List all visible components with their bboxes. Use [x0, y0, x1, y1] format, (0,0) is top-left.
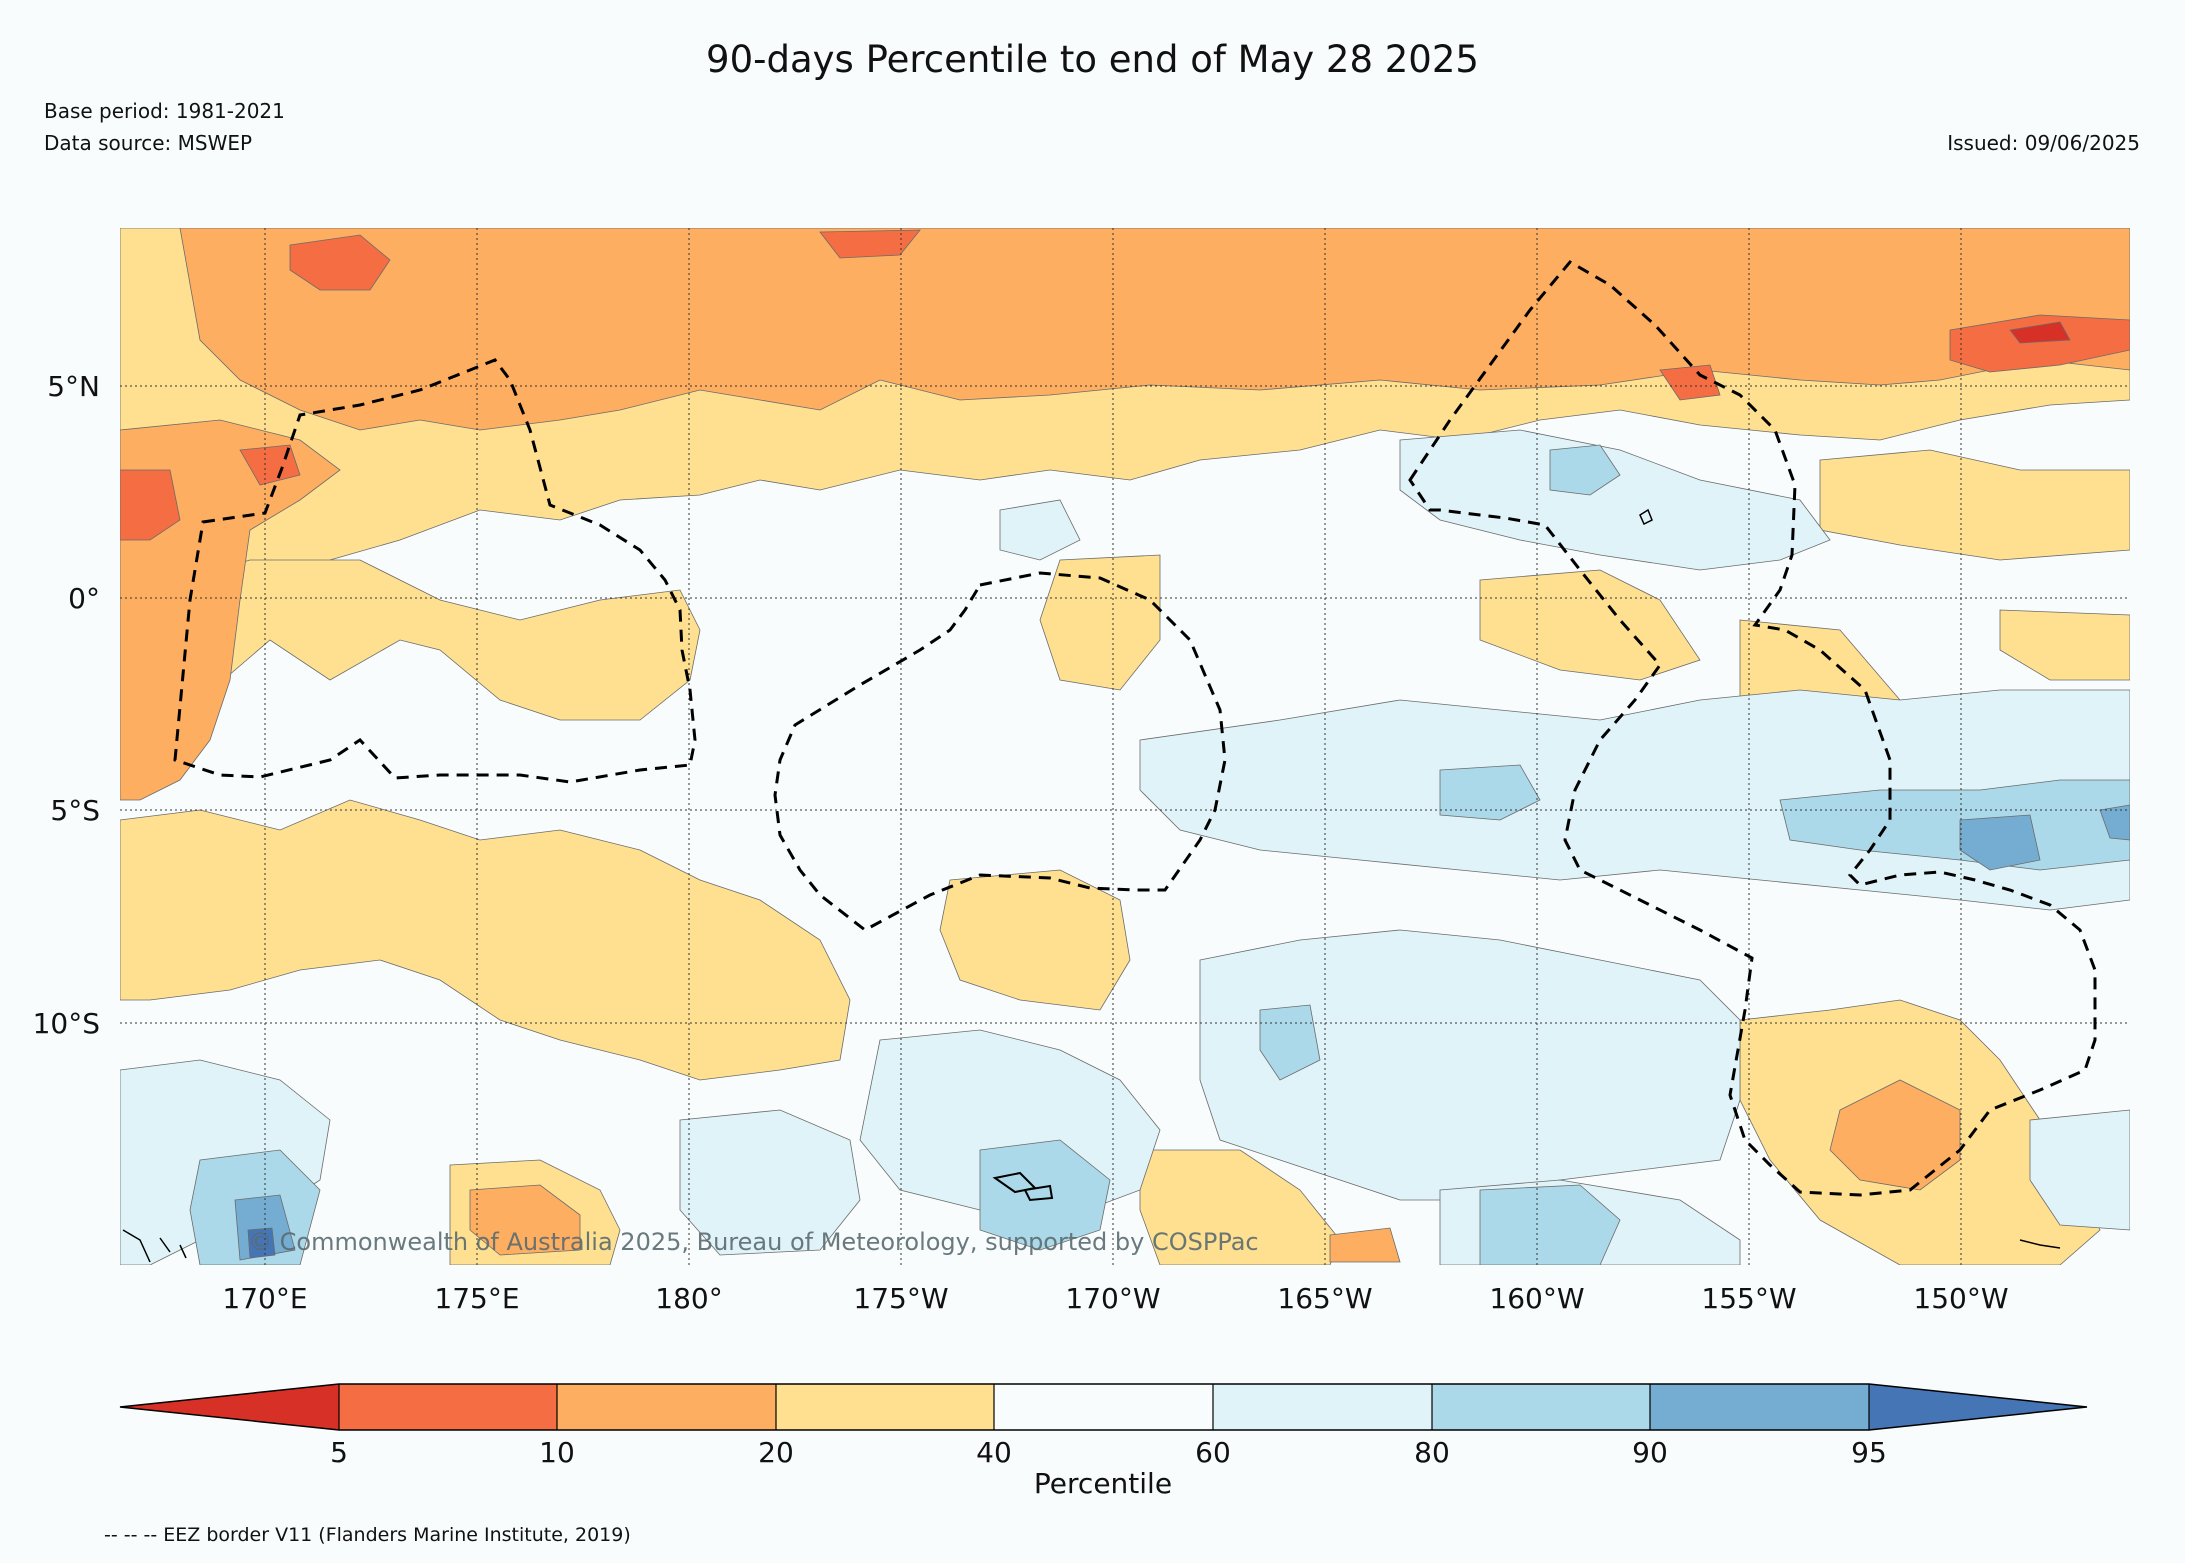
map-title: 90-days Percentile to end of May 28 2025 [706, 38, 1479, 81]
field-80-90-central [1259, 1004, 1321, 1081]
field-60-80-ne [1399, 429, 1831, 571]
field-5-10-nw [289, 234, 391, 291]
field-below-5-ne [2009, 321, 2071, 344]
field-10-20-sw [469, 1184, 581, 1256]
colorbar-bin-10-20 [557, 1384, 776, 1430]
field-80-90-east2 [1779, 779, 2130, 871]
lon-label-170e: 170°E [222, 1282, 307, 1315]
field-5-10-north [819, 229, 921, 259]
colorbar-tick-60: 60 [1195, 1436, 1231, 1469]
island-small-1 [1639, 508, 1653, 526]
island-samoa [992, 1171, 1054, 1202]
field-10-20-se [1829, 1079, 1961, 1191]
lon-label-165w: 165°W [1277, 1282, 1372, 1315]
eez-tokelau-phoenix [773, 571, 1227, 932]
field-60-80-se-edge [2029, 1109, 2130, 1231]
eez-kiribati-line [1408, 260, 2097, 1197]
lon-label-155w: 155°W [1701, 1282, 1796, 1315]
field-5-10-ne [1949, 314, 2130, 373]
colorbar-title: Percentile [1034, 1467, 1172, 1500]
field-20-40-far-east-eq [1999, 609, 2130, 681]
colorbar-tick-40: 40 [976, 1436, 1012, 1469]
lon-label-160w: 160°W [1489, 1282, 1584, 1315]
lat-label-10s: 10°S [33, 1007, 100, 1040]
field-60-80-east-band [1139, 689, 2130, 911]
colorbar-bin-5-10 [339, 1384, 557, 1430]
colorbar: 5 10 20 40 60 80 90 95 Percentile [119, 1383, 2088, 1500]
lon-label-175e: 175°E [434, 1282, 519, 1315]
eez-footnote: -- -- -- EEZ border V11 (Flanders Marine… [104, 1524, 631, 1546]
issued-date-label: Issued: 09/06/2025 [1947, 131, 2140, 155]
colorbar-bin-20-40 [776, 1384, 994, 1430]
field-90-95-east2 [2099, 804, 2130, 841]
field-60-80-s-center [679, 1109, 861, 1256]
island-sw-coast [122, 1229, 187, 1263]
colorbar-tick-90: 90 [1632, 1436, 1668, 1469]
field-above-95-sw [247, 1227, 276, 1259]
map-panel: © Commonwealth of Australia 2025, Bureau… [33, 228, 2130, 1315]
field-60-80-central-n [999, 499, 1081, 561]
field-90-95-east [1959, 814, 2041, 871]
base-period-label: Base period: 1981-2021 [44, 99, 285, 123]
lon-label-170w: 170°W [1065, 1282, 1160, 1315]
field-80-90-ne [1549, 444, 1621, 496]
field-10-20-s [1329, 1227, 1401, 1263]
island-se [2019, 1239, 2061, 1249]
lat-label-5s: 5°S [50, 794, 100, 827]
lon-label-175w: 175°W [853, 1282, 948, 1315]
colorbar-tick-10: 10 [539, 1436, 575, 1469]
colorbar-extend-low [120, 1384, 339, 1430]
colorbar-bin-60-80 [1213, 1384, 1432, 1430]
lat-label-5n: 5°N [47, 370, 100, 403]
graticule [120, 228, 2130, 1265]
field-10-20-north-band [179, 228, 2130, 431]
field-20-40-southwest [120, 799, 851, 1081]
precip-percentile-field [120, 228, 2130, 1265]
colorbar-tick-20: 20 [758, 1436, 794, 1469]
field-5-10-west [120, 469, 181, 541]
map-credit-text: © Commonwealth of Australia 2025, Bureau… [248, 1228, 1259, 1256]
field-20-40-central-south [939, 869, 1131, 1011]
colorbar-bin-40-60 [994, 1384, 1213, 1430]
colorbar-bin-90-95 [1650, 1384, 1869, 1430]
field-60-80-south [1199, 929, 1741, 1201]
field-20-40-central-blob [1039, 554, 1161, 691]
data-source-label: Data source: MSWEP [44, 131, 253, 155]
lon-label-180: 180° [655, 1282, 722, 1315]
colorbar-tick-5: 5 [330, 1436, 348, 1469]
colorbar-bin-80-90 [1432, 1384, 1650, 1430]
eez-kiribati-gilbert [173, 358, 697, 784]
field-80-90-s [979, 1139, 1111, 1251]
colorbar-tick-95: 95 [1851, 1436, 1887, 1469]
field-5-10-n-center [1659, 364, 1721, 401]
field-80-90-se [1479, 1184, 1621, 1265]
field-20-40-east-blob [1819, 449, 2130, 561]
colorbar-extend-high [1869, 1384, 2087, 1430]
eez-borders [173, 260, 2097, 1197]
lon-label-150w: 150°W [1913, 1282, 2008, 1315]
colorbar-tick-80: 80 [1414, 1436, 1450, 1469]
lat-label-0: 0° [68, 582, 100, 615]
